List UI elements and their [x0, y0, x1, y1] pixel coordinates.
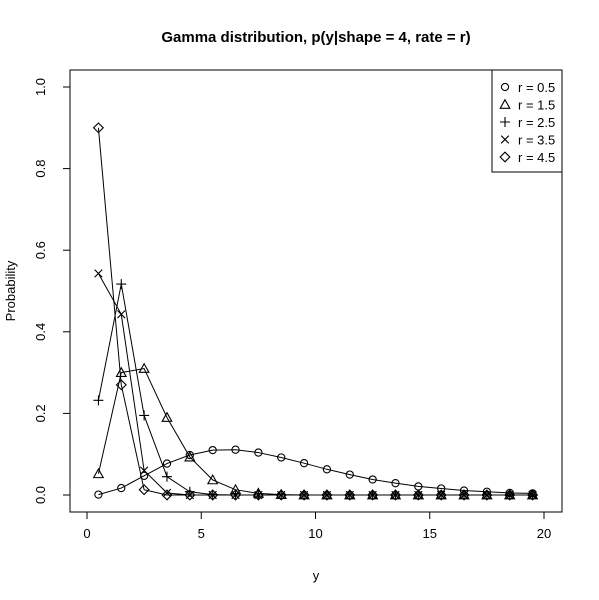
data-point-diamond — [389, 489, 402, 501]
data-point-diamond — [275, 489, 287, 501]
data-point-diamond — [504, 489, 516, 501]
data-point-circle — [345, 470, 354, 479]
data-point-circle — [299, 459, 309, 468]
data-point-triangle — [184, 451, 196, 462]
data-point-circle — [391, 479, 400, 488]
data-point-diamond — [435, 489, 447, 501]
plot-frame — [69, 69, 563, 513]
y-tick-label: 1.0 — [33, 78, 48, 96]
data-point-circle — [277, 453, 286, 462]
legend-label: r = 2.5 — [518, 115, 555, 130]
x-axis: 0 5 10 15 20 — [83, 511, 551, 541]
data-point-triangle — [115, 366, 128, 377]
x-tick-label: 20 — [537, 526, 551, 541]
data-point-diamond — [115, 379, 127, 391]
data-point-triangle — [161, 411, 173, 422]
data-point-diamond — [344, 489, 356, 501]
legend-marker-circle — [500, 82, 510, 92]
data-point-triangle — [138, 362, 150, 373]
data-point-circle — [139, 471, 149, 480]
series-line — [98, 449, 533, 496]
data-point-plus — [116, 279, 127, 290]
legend-marker-triangle — [499, 98, 511, 109]
data-point-circle — [162, 459, 172, 468]
x-tick-label: 10 — [308, 526, 322, 541]
data-point-circle — [368, 475, 377, 484]
data-point-diamond — [481, 489, 493, 501]
series-line — [97, 367, 533, 496]
y-axis: 0.0 0.2 0.4 0.6 0.8 1.0 — [33, 78, 71, 504]
data-point-circle — [117, 483, 126, 493]
x-tick-label: 0 — [83, 526, 90, 541]
data-point-diamond — [412, 489, 424, 501]
series-diamond — [92, 122, 539, 501]
chart-title: Gamma distribution, p(y|shape = 4, rate … — [161, 29, 470, 46]
legend-marker-diamond — [499, 151, 511, 163]
legend-label: r = 0.5 — [518, 80, 555, 95]
x-axis-label: y — [313, 568, 320, 583]
x-tick-label: 5 — [198, 526, 205, 541]
series-cross — [94, 269, 537, 500]
data-point-diamond — [161, 489, 173, 501]
data-point-diamond — [526, 489, 539, 501]
data-point-triangle — [92, 467, 105, 479]
data-point-cross — [94, 269, 103, 278]
data-point-diamond — [321, 489, 333, 501]
data-point-plus — [139, 410, 150, 421]
data-point-diamond — [207, 489, 219, 501]
y-tick-label: 0.8 — [33, 160, 48, 178]
legend-marker-cross — [500, 135, 510, 144]
data-point-circle — [322, 465, 332, 474]
legend: r = 0.5 r = 1.5 r = 2.5 r = 3.5 r = 4.5 — [491, 69, 563, 173]
x-tick-label: 15 — [423, 526, 437, 541]
data-point-circle — [94, 490, 103, 499]
y-tick-label: 0.2 — [33, 404, 48, 422]
data-point-diamond — [458, 489, 470, 501]
y-tick-label: 0.4 — [33, 323, 48, 341]
data-point-plus — [161, 471, 172, 482]
data-point-diamond — [229, 489, 242, 501]
data-point-plus — [93, 395, 104, 406]
y-axis-label: Probability — [3, 260, 18, 321]
series-line — [97, 127, 533, 496]
data-point-circle — [254, 448, 263, 457]
legend-box — [491, 69, 563, 173]
legend-label: r = 4.5 — [518, 150, 555, 165]
data-point-diamond — [252, 489, 264, 501]
data-point-diamond — [92, 122, 105, 134]
data-point-circle — [208, 445, 217, 455]
data-point-cross — [139, 466, 149, 475]
series-circle — [94, 445, 537, 499]
data-point-diamond — [138, 484, 150, 496]
legend-label: r = 1.5 — [518, 98, 555, 113]
series-layer — [92, 122, 539, 501]
legend-marker-plus — [500, 117, 510, 127]
data-point-cross — [117, 310, 126, 319]
series-triangle — [92, 362, 539, 500]
data-point-diamond — [184, 489, 196, 501]
data-point-triangle — [206, 473, 219, 485]
data-point-diamond — [298, 489, 310, 501]
data-point-diamond — [367, 489, 379, 501]
y-tick-label: 0.6 — [33, 241, 48, 259]
y-tick-label: 0.0 — [33, 486, 48, 504]
data-point-circle — [231, 445, 240, 454]
legend-label: r = 3.5 — [518, 133, 555, 148]
